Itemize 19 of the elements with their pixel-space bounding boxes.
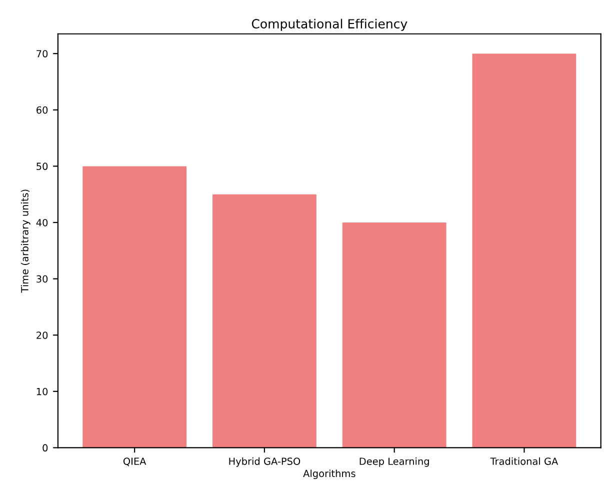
bar: [342, 222, 446, 448]
x-axis-title: Algorithms: [303, 470, 356, 480]
y-tick-label: 50: [36, 162, 48, 170]
x-tick-label: Hybrid GA-PSO: [229, 457, 300, 467]
y-tick-label: 70: [36, 50, 48, 58]
y-tick-label: 30: [36, 275, 48, 283]
y-tick-label: 20: [36, 332, 48, 339]
x-tick-label: Deep Learning: [360, 457, 429, 467]
x-tick-label: QIEA: [123, 458, 146, 466]
y-tick-label: 10: [36, 388, 48, 396]
y-tick-label: 0: [42, 444, 48, 452]
y-tick-label: 60: [36, 106, 48, 114]
y-axis-title: Time (arbitrary units): [20, 190, 30, 293]
x-tick-label: Traditional GA: [490, 457, 558, 465]
chart-title: Computational Efficiency: [252, 18, 408, 31]
bar: [212, 194, 316, 448]
y-tick-label: 40: [36, 218, 48, 226]
bar: [82, 166, 187, 448]
bar: [472, 54, 576, 448]
